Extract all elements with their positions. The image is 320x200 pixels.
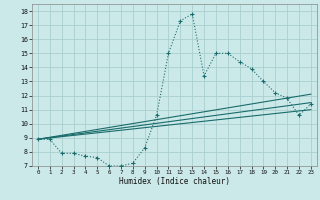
X-axis label: Humidex (Indice chaleur): Humidex (Indice chaleur)	[119, 177, 230, 186]
